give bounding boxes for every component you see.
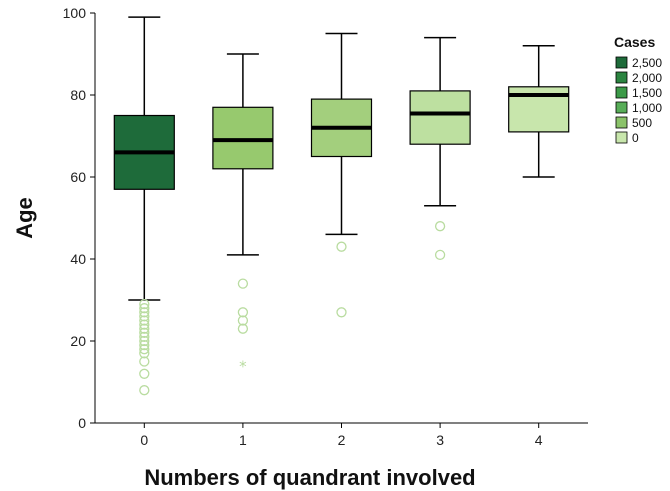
outlier-point bbox=[237, 307, 249, 318]
x-tick-label: 3 bbox=[436, 432, 444, 448]
outlier-point bbox=[434, 221, 446, 232]
outlier-point bbox=[139, 385, 150, 396]
x-tick-label: 0 bbox=[140, 432, 148, 448]
legend-swatch bbox=[615, 101, 628, 114]
outlier-point bbox=[139, 327, 150, 338]
y-tick-label: 0 bbox=[78, 415, 86, 431]
outlier-point bbox=[139, 315, 150, 326]
box-group bbox=[310, 32, 373, 318]
box-group bbox=[508, 45, 570, 178]
outlier-point bbox=[336, 307, 347, 318]
y-axis-title: Age bbox=[12, 197, 37, 239]
legend-label: 2,500 bbox=[632, 56, 662, 70]
box-group: * bbox=[212, 53, 274, 376]
outlier-point bbox=[139, 298, 150, 310]
axes: 0 20 40 60 80 100 0 1 2 3 4 bbox=[63, 5, 588, 448]
legend-swatch bbox=[615, 71, 628, 84]
legend-title: Cases bbox=[614, 34, 655, 50]
outlier-point bbox=[139, 319, 150, 330]
outlier-point bbox=[139, 368, 150, 379]
outlier-point bbox=[139, 323, 150, 334]
legend-label: 500 bbox=[632, 116, 652, 130]
outlier-point bbox=[139, 344, 150, 355]
x-tick-label: 2 bbox=[338, 432, 346, 448]
legend-label: 1,500 bbox=[632, 86, 662, 100]
outlier-point bbox=[139, 303, 150, 314]
outlier-point bbox=[237, 315, 249, 326]
y-tick-label: 20 bbox=[70, 333, 86, 349]
legend-label: 2,000 bbox=[632, 71, 662, 85]
outlier-point bbox=[237, 278, 249, 289]
outlier-point bbox=[139, 348, 150, 359]
y-tick-label: 100 bbox=[63, 5, 87, 21]
outlier-point bbox=[139, 331, 150, 343]
x-tick-label: 4 bbox=[535, 432, 543, 448]
outlier-point bbox=[139, 335, 150, 347]
legend-swatch bbox=[615, 131, 628, 144]
legend-swatch bbox=[615, 86, 628, 99]
extreme-point: * bbox=[239, 358, 247, 376]
boxes: * bbox=[113, 16, 570, 396]
legend-label: 1,000 bbox=[632, 101, 662, 115]
box bbox=[212, 106, 274, 170]
y-tick-label: 40 bbox=[70, 251, 86, 267]
legend-swatch bbox=[615, 56, 628, 69]
box-group bbox=[409, 36, 471, 261]
x-axis-title: Numbers of quandrant involved bbox=[144, 465, 475, 490]
y-tick-label: 60 bbox=[70, 169, 86, 185]
outlier-point bbox=[139, 356, 150, 367]
outlier-point bbox=[336, 241, 347, 252]
box-group bbox=[113, 16, 175, 396]
outlier-point bbox=[139, 307, 150, 318]
outlier-point bbox=[139, 339, 150, 351]
outlier-point bbox=[434, 249, 446, 261]
outlier-point bbox=[139, 311, 150, 322]
legend-swatch bbox=[615, 116, 628, 129]
legend-label: 0 bbox=[632, 131, 639, 145]
y-tick-label: 80 bbox=[70, 87, 86, 103]
box bbox=[409, 90, 471, 145]
outlier-point bbox=[237, 323, 249, 334]
x-tick-label: 1 bbox=[239, 432, 247, 448]
